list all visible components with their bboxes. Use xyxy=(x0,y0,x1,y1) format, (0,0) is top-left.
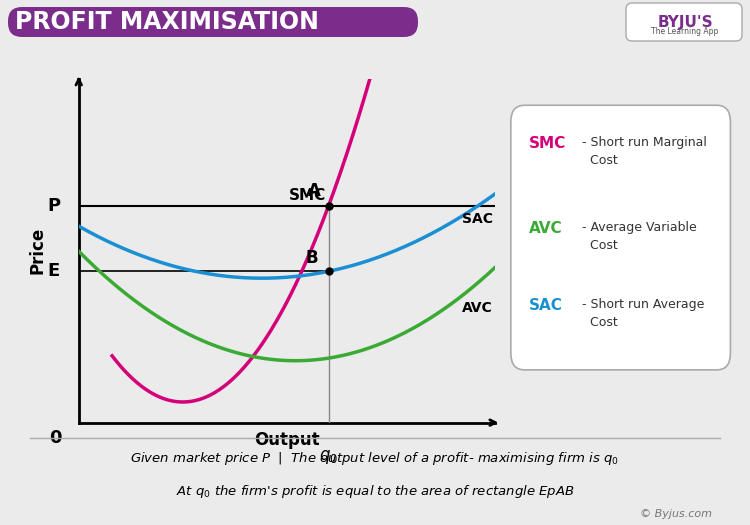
Text: - Short run Average
  Cost: - Short run Average Cost xyxy=(582,298,704,329)
FancyBboxPatch shape xyxy=(626,3,742,41)
X-axis label: Output: Output xyxy=(254,431,320,449)
Text: SMC: SMC xyxy=(289,188,326,203)
Text: At $q_0$ the firm's profit is equal to the area of rectangle EpAB: At $q_0$ the firm's profit is equal to t… xyxy=(176,482,574,499)
Text: PROFIT MAXIMISATION: PROFIT MAXIMISATION xyxy=(15,10,319,34)
Text: E: E xyxy=(48,262,60,280)
Text: A: A xyxy=(308,182,320,200)
Text: Price: Price xyxy=(28,227,46,274)
Text: Given market price P  |  The output level of a profit- maximising firm is $q_0$: Given market price P | The output level … xyxy=(130,450,620,467)
FancyBboxPatch shape xyxy=(8,7,418,37)
Text: B: B xyxy=(305,249,318,267)
Text: - Average Variable
  Cost: - Average Variable Cost xyxy=(582,221,697,252)
Text: $q_0$: $q_0$ xyxy=(319,448,338,466)
Text: AVC: AVC xyxy=(530,221,562,236)
Text: 0: 0 xyxy=(50,429,62,447)
Text: AVC: AVC xyxy=(462,301,493,314)
Text: BYJU'S: BYJU'S xyxy=(657,15,712,29)
Text: SAC: SAC xyxy=(530,298,563,313)
Text: - Short run Marginal
  Cost: - Short run Marginal Cost xyxy=(582,135,706,166)
Text: SMC: SMC xyxy=(530,135,566,151)
Text: © Byjus.com: © Byjus.com xyxy=(640,509,712,519)
FancyBboxPatch shape xyxy=(511,105,730,370)
Text: The Learning App: The Learning App xyxy=(651,26,718,36)
Text: P: P xyxy=(47,197,60,215)
Text: SAC: SAC xyxy=(462,212,493,226)
